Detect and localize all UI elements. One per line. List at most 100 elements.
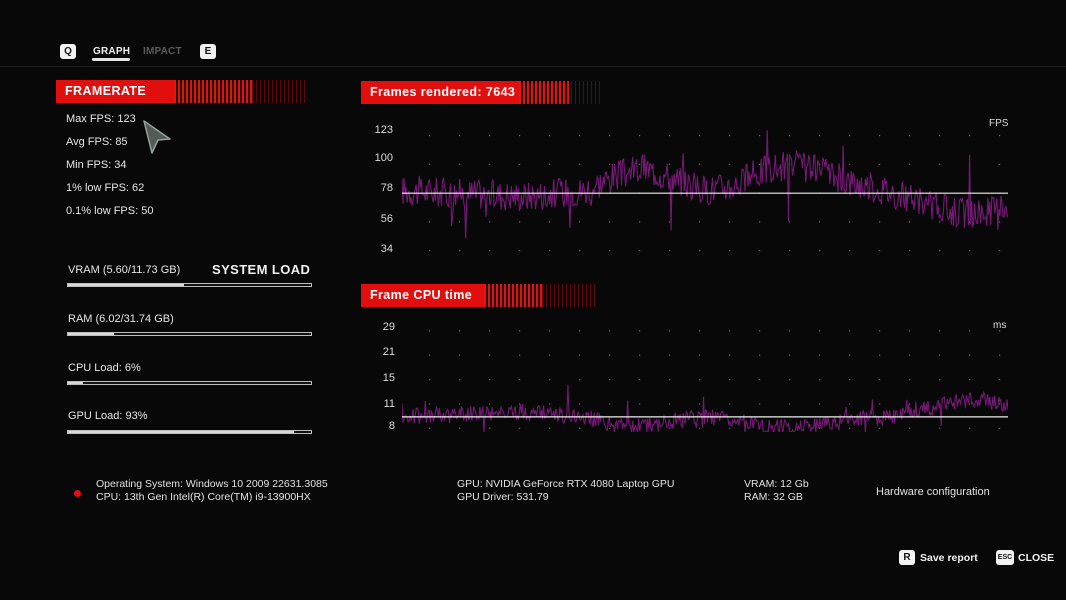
cpu-tick-8: 8 xyxy=(388,420,395,432)
grid-dot xyxy=(549,403,551,405)
grid-dot xyxy=(639,379,641,381)
grid-dot xyxy=(999,163,1001,165)
grid-dot xyxy=(549,250,551,252)
grid-dot xyxy=(999,427,1001,429)
grid-dot xyxy=(459,250,461,252)
grid-dot xyxy=(579,427,581,429)
grid-dot xyxy=(849,354,851,356)
os-info: Operating System: Windows 10 2009 22631.… xyxy=(96,478,328,490)
grid-dot xyxy=(819,163,821,165)
grid-dot xyxy=(879,221,881,223)
grid-dot xyxy=(759,379,761,381)
gpu-load-bar xyxy=(67,430,312,434)
grid-dot xyxy=(729,330,731,332)
grid-dot xyxy=(819,135,821,137)
grid-dot xyxy=(789,250,791,252)
grid-dot xyxy=(999,135,1001,137)
grid-dot xyxy=(609,163,611,165)
grid-dot xyxy=(999,354,1001,356)
stat-01pct-low: 0.1% low FPS: 50 xyxy=(66,205,154,217)
grid-dot xyxy=(459,330,461,332)
grid-dot xyxy=(849,330,851,332)
grid-dot xyxy=(789,135,791,137)
grid-dot xyxy=(939,354,941,356)
framerate-title: FRAMERATE xyxy=(65,84,147,98)
grid-dot xyxy=(699,354,701,356)
vram-load-label: VRAM (5.60/11.73 GB) xyxy=(68,264,181,276)
grid-dot xyxy=(849,250,851,252)
grid-dot xyxy=(519,135,521,137)
grid-dot xyxy=(489,135,491,137)
grid-dot xyxy=(669,354,671,356)
grid-dot xyxy=(459,379,461,381)
grid-dot xyxy=(459,403,461,405)
grid-dot xyxy=(429,403,431,405)
header-divider xyxy=(0,66,1066,67)
cpu-tick-15: 15 xyxy=(382,372,395,384)
grid-dot xyxy=(609,427,611,429)
grid-dot xyxy=(429,250,431,252)
tab-graph[interactable]: GRAPH xyxy=(93,46,131,57)
grid-dot xyxy=(969,330,971,332)
cpu-load-fill xyxy=(68,382,83,384)
grid-dot xyxy=(819,427,821,429)
q-key-hint[interactable]: Q xyxy=(60,44,76,59)
grid-dot xyxy=(489,379,491,381)
grid-dot xyxy=(759,403,761,405)
grid-dot xyxy=(909,135,911,137)
grid-dot xyxy=(819,221,821,223)
grid-dot xyxy=(999,403,1001,405)
grid-dot xyxy=(729,354,731,356)
grid-dot xyxy=(489,427,491,429)
tab-impact[interactable]: IMPACT xyxy=(143,46,182,57)
close-button[interactable]: CLOSE xyxy=(1018,552,1055,564)
grid-dot xyxy=(699,427,701,429)
close-key-icon[interactable]: ESC xyxy=(996,550,1014,565)
grid-dot xyxy=(429,427,431,429)
grid-dot xyxy=(759,250,761,252)
framerate-banner: FRAMERATE xyxy=(56,80,306,103)
grid-dot xyxy=(729,427,731,429)
grid-dot xyxy=(909,427,911,429)
grid-dot xyxy=(699,135,701,137)
grid-dot xyxy=(579,163,581,165)
grid-dot xyxy=(909,403,911,405)
grid-dot xyxy=(639,403,641,405)
grid-dot xyxy=(549,221,551,223)
grid-dot xyxy=(579,379,581,381)
frame-cpu-time-banner: Frame CPU time xyxy=(361,284,597,307)
stat-avg-fps: Avg FPS: 85 xyxy=(66,136,128,148)
grid-dot xyxy=(789,221,791,223)
grid-dot xyxy=(969,379,971,381)
grid-dot xyxy=(489,250,491,252)
grid-dot xyxy=(849,163,851,165)
grid-dot xyxy=(459,135,461,137)
cpu-tick-11: 11 xyxy=(383,398,395,410)
frames-rendered-title: Frames rendered: 7643 xyxy=(370,85,516,99)
grid-dot xyxy=(879,135,881,137)
grid-dot xyxy=(549,427,551,429)
grid-dot xyxy=(729,221,731,223)
cpu-info: CPU: 13th Gen Intel(R) Core(TM) i9-13900… xyxy=(96,491,311,503)
grid-dot xyxy=(609,135,611,137)
hardware-configuration-label: Hardware configuration xyxy=(876,486,990,498)
e-key-hint[interactable]: E xyxy=(200,44,216,59)
save-report-key-icon[interactable]: R xyxy=(899,550,915,565)
grid-dot xyxy=(909,163,911,165)
frame-cpu-time-title: Frame CPU time xyxy=(370,288,473,302)
grid-dot xyxy=(789,403,791,405)
grid-dot xyxy=(519,427,521,429)
grid-dot xyxy=(789,379,791,381)
grid-dot xyxy=(549,379,551,381)
grid-dot xyxy=(939,221,941,223)
tab-graph-indicator xyxy=(92,58,130,61)
grid-dot xyxy=(639,354,641,356)
save-report-button[interactable]: Save report xyxy=(920,552,978,564)
grid-dot xyxy=(759,330,761,332)
grid-dot xyxy=(759,354,761,356)
grid-dot xyxy=(609,379,611,381)
grid-dot xyxy=(639,135,641,137)
vram-info: VRAM: 12 Gb xyxy=(744,478,809,490)
grid-dot xyxy=(969,354,971,356)
ram-info: RAM: 32 GB xyxy=(744,491,803,503)
